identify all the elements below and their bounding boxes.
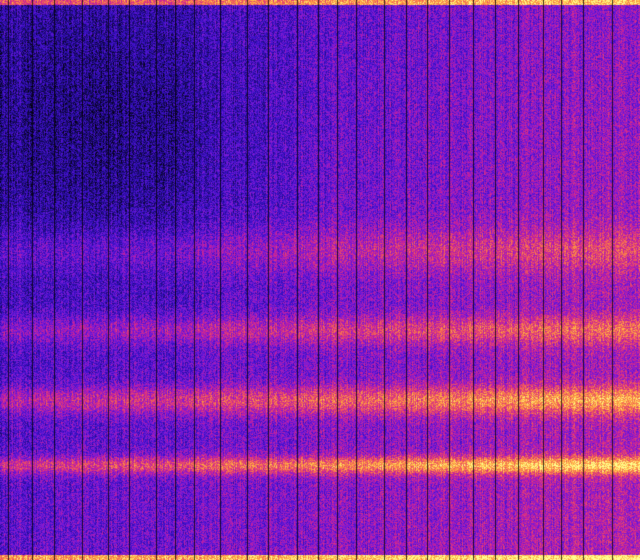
spectrogram-image [0,0,640,560]
